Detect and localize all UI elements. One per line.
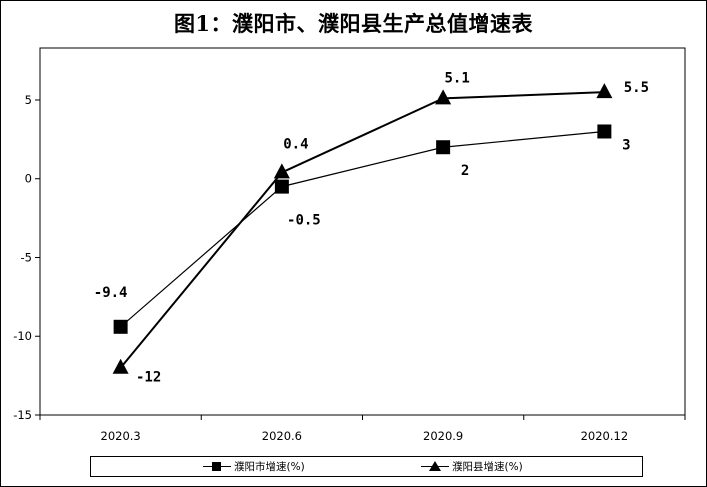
chart-title: 图1：濮阳市、濮阳县生产总值增速表 xyxy=(173,11,534,36)
data-label: -12 xyxy=(136,370,161,386)
x-tick-label: 2020.3 xyxy=(101,429,141,443)
y-tick-label: 5 xyxy=(25,93,32,107)
data-point-triangle xyxy=(273,163,290,179)
data-label: 5.1 xyxy=(444,70,469,86)
legend-label-city: 濮阳市增速(%) xyxy=(234,461,305,473)
data-point-triangle xyxy=(435,89,452,105)
data-label: 2 xyxy=(461,163,469,179)
data-point-square xyxy=(436,140,451,155)
series-line-county xyxy=(119,91,605,369)
data-point-square xyxy=(113,319,128,334)
legend-label-county: 濮阳县增速(%) xyxy=(452,461,523,473)
legend-item-city: 濮阳市增速(%) xyxy=(203,457,305,476)
y-tick-label: -5 xyxy=(21,250,32,264)
square-marker-icon xyxy=(203,457,231,476)
plot-area xyxy=(39,47,686,416)
triangle-marker-icon xyxy=(421,457,449,476)
x-tick-label: 2020.6 xyxy=(262,429,302,443)
x-tick-label: 2020.9 xyxy=(423,429,463,443)
y-tick-label: 0 xyxy=(25,172,32,186)
data-point-square xyxy=(597,124,612,139)
data-label: 5.5 xyxy=(624,80,649,96)
data-point-square xyxy=(274,179,289,194)
data-label: 3 xyxy=(622,137,630,153)
data-point-triangle xyxy=(596,83,613,99)
data-point-triangle xyxy=(112,358,129,374)
y-tick-label: -15 xyxy=(13,408,32,422)
y-tick-label: -10 xyxy=(13,329,32,343)
x-tick-label: 2020.12 xyxy=(581,429,629,443)
legend-item-county: 濮阳县增速(%) xyxy=(421,457,523,476)
series-line-city xyxy=(120,130,605,328)
data-label: 0.4 xyxy=(283,136,308,152)
data-label: -9.4 xyxy=(94,285,128,301)
legend: 濮阳市增速(%) 濮阳县增速(%) xyxy=(90,456,643,477)
data-label: -0.5 xyxy=(287,213,321,229)
